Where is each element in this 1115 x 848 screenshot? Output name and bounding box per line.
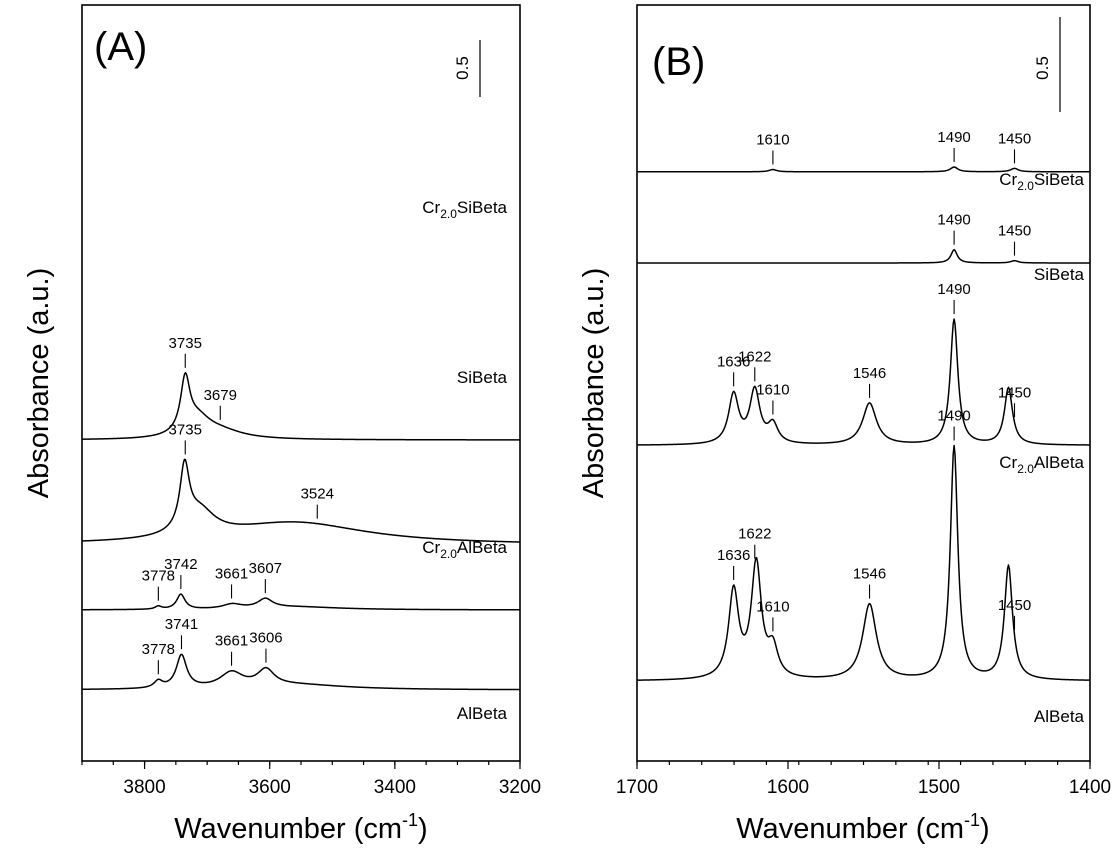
panel-b: (B) Absorbance (a.u.) Wavenumber (cm-1) … (578, 4, 1111, 845)
peak-label: 3524 (301, 486, 334, 503)
peak-label: 1636 (717, 547, 750, 564)
spectrum-line (637, 248, 1090, 264)
panel-b-x-ticks: 1700 1600 1500 1400 (616, 761, 1111, 798)
peak-label: 1450 (998, 597, 1031, 614)
panel-a-scale-bar-label: 0.5 (453, 56, 472, 80)
panel-b-curves (636, 166, 1091, 681)
panel-a-x-ticks: 3800 3600 3400 3200 (81, 761, 541, 798)
series-label: Cr2.0AlBeta (999, 453, 1084, 476)
panel-a-series-labels: Cr2.0SiBeta SiBeta Cr2.0AlBeta AlBeta (422, 198, 507, 723)
x-tick-label: 3600 (249, 777, 291, 798)
peak-label: 1546 (853, 365, 886, 382)
peak-label: 3661 (215, 565, 248, 582)
peak-label: 3778 (142, 568, 175, 585)
panel-b-series-labels: Cr2.0SiBeta SiBeta Cr2.0AlBeta AlBeta (999, 170, 1084, 726)
panel-a-y-axis-label: Absorbance (a.u.) (23, 268, 55, 499)
peak-label: 1622 (738, 348, 771, 365)
peak-label: 1610 (756, 382, 789, 399)
x-tick-label: 1600 (767, 777, 809, 798)
spectrum-line (81, 371, 520, 441)
peak-label: 3735 (169, 335, 202, 352)
series-label: SiBeta (1034, 265, 1085, 284)
panel-b-title: (B) (652, 40, 705, 84)
peak-label: 3679 (204, 387, 237, 404)
spectrum-line (636, 444, 1091, 681)
panel-a: (A) Absorbance (a.u.) Wavenumber (cm-1) … (23, 4, 541, 845)
peak-label: 1490 (937, 212, 970, 229)
peak-label: 1636 (717, 353, 750, 370)
peak-label: 1546 (853, 566, 886, 583)
series-label: AlBeta (457, 704, 508, 723)
spectrum-line (637, 166, 1090, 173)
panel-b-scale-bar-label: 0.5 (1033, 56, 1052, 80)
x-tick-label: 3800 (123, 777, 165, 798)
x-tick-label: 3400 (374, 777, 416, 798)
x-tick-label: 1400 (1069, 777, 1111, 798)
panel-b-x-axis-label-close: ) (980, 813, 990, 845)
peak-label: 1490 (937, 129, 970, 146)
spectrum-line (81, 653, 520, 691)
panel-b-x-axis-label: Wavenumber (cm-1) (736, 810, 989, 845)
panel-a-x-axis-label-close: ) (418, 813, 428, 845)
peak-label: 1450 (998, 130, 1031, 147)
spectrum-line (637, 318, 1090, 446)
spectrum-line (82, 593, 520, 611)
panel-b-frame (636, 4, 1091, 762)
panel-a-title: (A) (94, 25, 147, 69)
peak-label: 3661 (215, 633, 248, 650)
peak-label: 1450 (998, 223, 1031, 240)
peak-label: 3735 (169, 421, 202, 438)
peak-label: 3741 (165, 616, 198, 633)
panel-b-x-axis-label-main: Wavenumber (cm (736, 813, 964, 845)
peak-label: 1622 (738, 526, 771, 543)
panel-a-x-axis-label-sup: -1 (402, 810, 418, 830)
spectrum-line (81, 458, 521, 543)
x-tick-label: 3200 (499, 777, 541, 798)
peak-label: 1490 (937, 281, 970, 298)
series-label: Cr2.0AlBeta (422, 538, 507, 561)
peak-label: 1610 (756, 132, 789, 149)
panel-a-x-axis-label-main: Wavenumber (cm (174, 813, 402, 845)
panel-b-peak-labels: 1610 1490 14501490145016361622161015461490… (717, 129, 1031, 632)
peak-label: 3606 (249, 630, 282, 647)
series-label: Cr2.0SiBeta (999, 170, 1084, 193)
series-label: Cr2.0SiBeta (422, 198, 507, 221)
peak-label: 3607 (249, 560, 282, 577)
peak-label: 3742 (164, 556, 197, 573)
panel-b-y-axis-label: Absorbance (a.u.) (578, 268, 610, 499)
peak-label: 1450 (998, 384, 1031, 401)
x-tick-label: 1700 (616, 777, 658, 798)
peak-label: 3778 (142, 641, 175, 658)
series-label: AlBeta (1034, 707, 1085, 726)
panel-b-x-axis-label-sup: -1 (964, 810, 980, 830)
x-tick-label: 1500 (918, 777, 960, 798)
panel-a-x-axis-label: Wavenumber (cm-1) (174, 810, 427, 845)
panel-a-curves (81, 371, 521, 691)
peak-label: 1610 (756, 598, 789, 615)
series-label: SiBeta (457, 368, 508, 387)
peak-label: 1490 (937, 407, 970, 424)
